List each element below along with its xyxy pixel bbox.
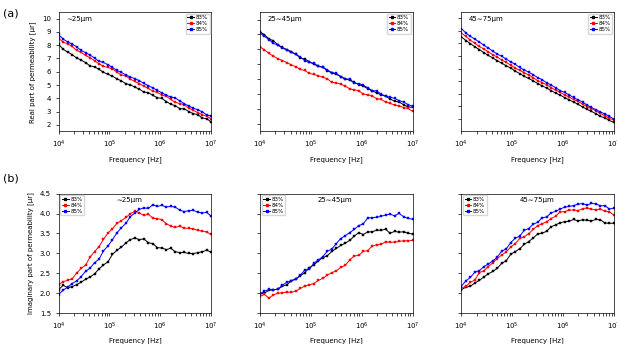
- X-axis label: Frequency [Hz]: Frequency [Hz]: [310, 156, 363, 163]
- Legend: 83%, 84%, 85%: 83%, 84%, 85%: [387, 14, 411, 34]
- Y-axis label: Real part of permeability [μr]: Real part of permeability [μr]: [30, 21, 36, 122]
- Y-axis label: Imaginary part of permeability [μr]: Imaginary part of permeability [μr]: [27, 192, 34, 314]
- X-axis label: Frequency [Hz]: Frequency [Hz]: [109, 156, 161, 163]
- Text: 45∼75μm: 45∼75μm: [520, 197, 554, 203]
- Legend: 83%, 84%, 85%: 83%, 84%, 85%: [60, 195, 84, 215]
- Legend: 83%, 84%, 85%: 83%, 84%, 85%: [186, 14, 210, 34]
- Legend: 83%, 84%, 85%: 83%, 84%, 85%: [463, 195, 487, 215]
- X-axis label: Frequency [Hz]: Frequency [Hz]: [310, 337, 363, 344]
- Text: 25∼45μm: 25∼45μm: [268, 15, 302, 22]
- X-axis label: Frequency [Hz]: Frequency [Hz]: [511, 156, 564, 163]
- Text: ∼25μm: ∼25μm: [66, 15, 92, 22]
- X-axis label: Frequency [Hz]: Frequency [Hz]: [109, 337, 161, 344]
- Text: ∼25μm: ∼25μm: [117, 197, 143, 203]
- Text: (b): (b): [3, 174, 19, 184]
- X-axis label: Frequency [Hz]: Frequency [Hz]: [511, 337, 564, 344]
- Legend: 83%, 84%, 85%: 83%, 84%, 85%: [262, 195, 286, 215]
- Text: 45∼75μm: 45∼75μm: [469, 15, 503, 22]
- Text: (a): (a): [3, 9, 19, 19]
- Text: 25∼45μm: 25∼45μm: [318, 197, 352, 203]
- Legend: 83%, 84%, 85%: 83%, 84%, 85%: [589, 14, 612, 34]
